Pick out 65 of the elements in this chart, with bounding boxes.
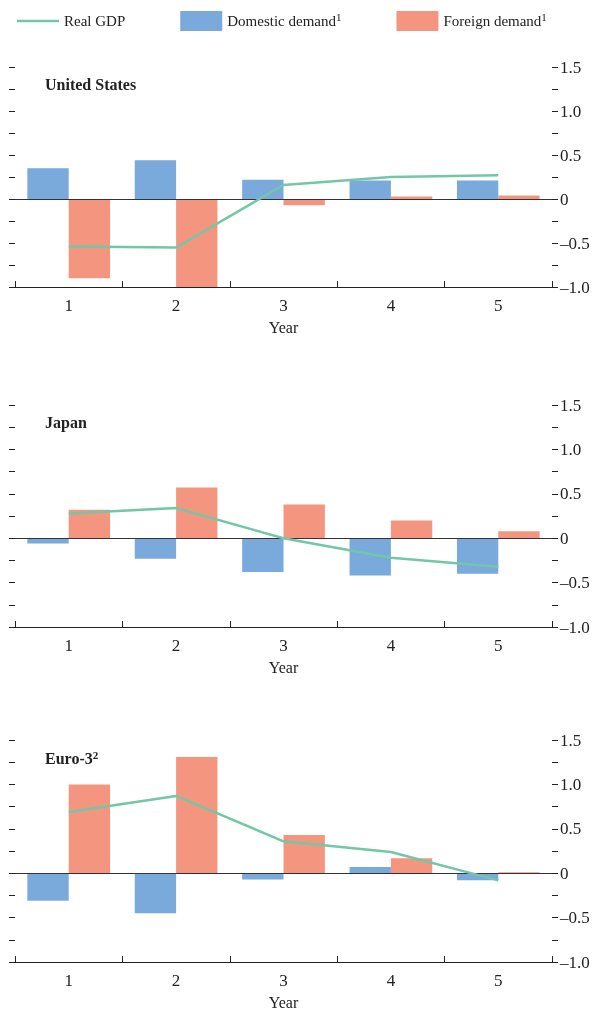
y-tick-label: –0.5 <box>559 908 590 928</box>
x-tick-label: 5 <box>494 971 503 991</box>
y-tick-label: 1.5 <box>560 730 582 750</box>
bar <box>68 199 111 279</box>
line-series <box>67 174 500 249</box>
bar <box>134 160 177 200</box>
legend-label: Real GDP <box>64 13 126 29</box>
bar <box>68 784 111 874</box>
y-tick-label: 0.5 <box>560 484 582 504</box>
x-tick-label: 1 <box>64 971 73 991</box>
x-tick-label: 1 <box>64 636 73 656</box>
x-tick-label: 4 <box>386 636 396 656</box>
bar <box>390 520 433 539</box>
x-tick-label: 3 <box>279 636 288 656</box>
y-tick-label: 1.0 <box>560 439 582 459</box>
x-tick-label: 2 <box>171 296 181 316</box>
bar <box>176 199 218 288</box>
bar <box>456 538 499 574</box>
bar <box>242 538 284 573</box>
x-tick-label: 5 <box>494 296 503 316</box>
x-axis-title: Year <box>268 993 299 1011</box>
y-tick-label: 0 <box>560 528 569 548</box>
y-tick-label: 0.5 <box>560 145 582 165</box>
y-tick-label: 0.5 <box>560 819 582 839</box>
x-tick-label: 4 <box>386 296 396 316</box>
y-tick-label: –1.0 <box>559 617 590 637</box>
x-axis-title: Year <box>268 658 299 676</box>
x-tick-label: 5 <box>494 636 503 656</box>
y-tick-label: –0.5 <box>559 233 590 253</box>
line-series <box>67 506 500 568</box>
y-tick-label: 1.0 <box>560 774 582 794</box>
bar <box>27 168 69 200</box>
y-tick-label: 0 <box>560 863 569 883</box>
x-tick-label: 3 <box>279 296 288 316</box>
x-tick-label: 4 <box>386 971 396 991</box>
x-tick-label: 3 <box>279 971 288 991</box>
bar <box>390 858 433 874</box>
y-tick-label: 1.0 <box>560 101 582 121</box>
bar <box>498 531 540 539</box>
bar <box>242 179 284 200</box>
y-tick-label: 1.5 <box>560 395 582 415</box>
bar <box>349 180 391 200</box>
y-tick-label: –1.0 <box>559 277 590 297</box>
bar <box>176 756 218 874</box>
text: Japan <box>45 413 87 432</box>
bar <box>134 538 177 559</box>
y-tick-label: 0 <box>560 189 569 209</box>
bar <box>176 487 218 539</box>
x-tick-label: 2 <box>171 971 181 991</box>
bar <box>349 867 391 874</box>
text: United States <box>45 75 137 93</box>
bar <box>390 196 433 200</box>
bar <box>283 835 325 874</box>
y-tick-label: 1.5 <box>560 57 582 77</box>
y-tick-label: –1.0 <box>559 952 590 972</box>
x-tick-label: 2 <box>171 636 181 656</box>
bar <box>349 538 391 576</box>
bar <box>456 180 499 200</box>
bar <box>27 873 69 901</box>
y-tick-label: –0.5 <box>559 573 590 593</box>
bar <box>134 873 177 914</box>
line-series <box>67 794 500 882</box>
x-tick-label: 1 <box>64 296 73 316</box>
bar <box>283 504 325 539</box>
x-axis-title: Year <box>268 318 299 336</box>
